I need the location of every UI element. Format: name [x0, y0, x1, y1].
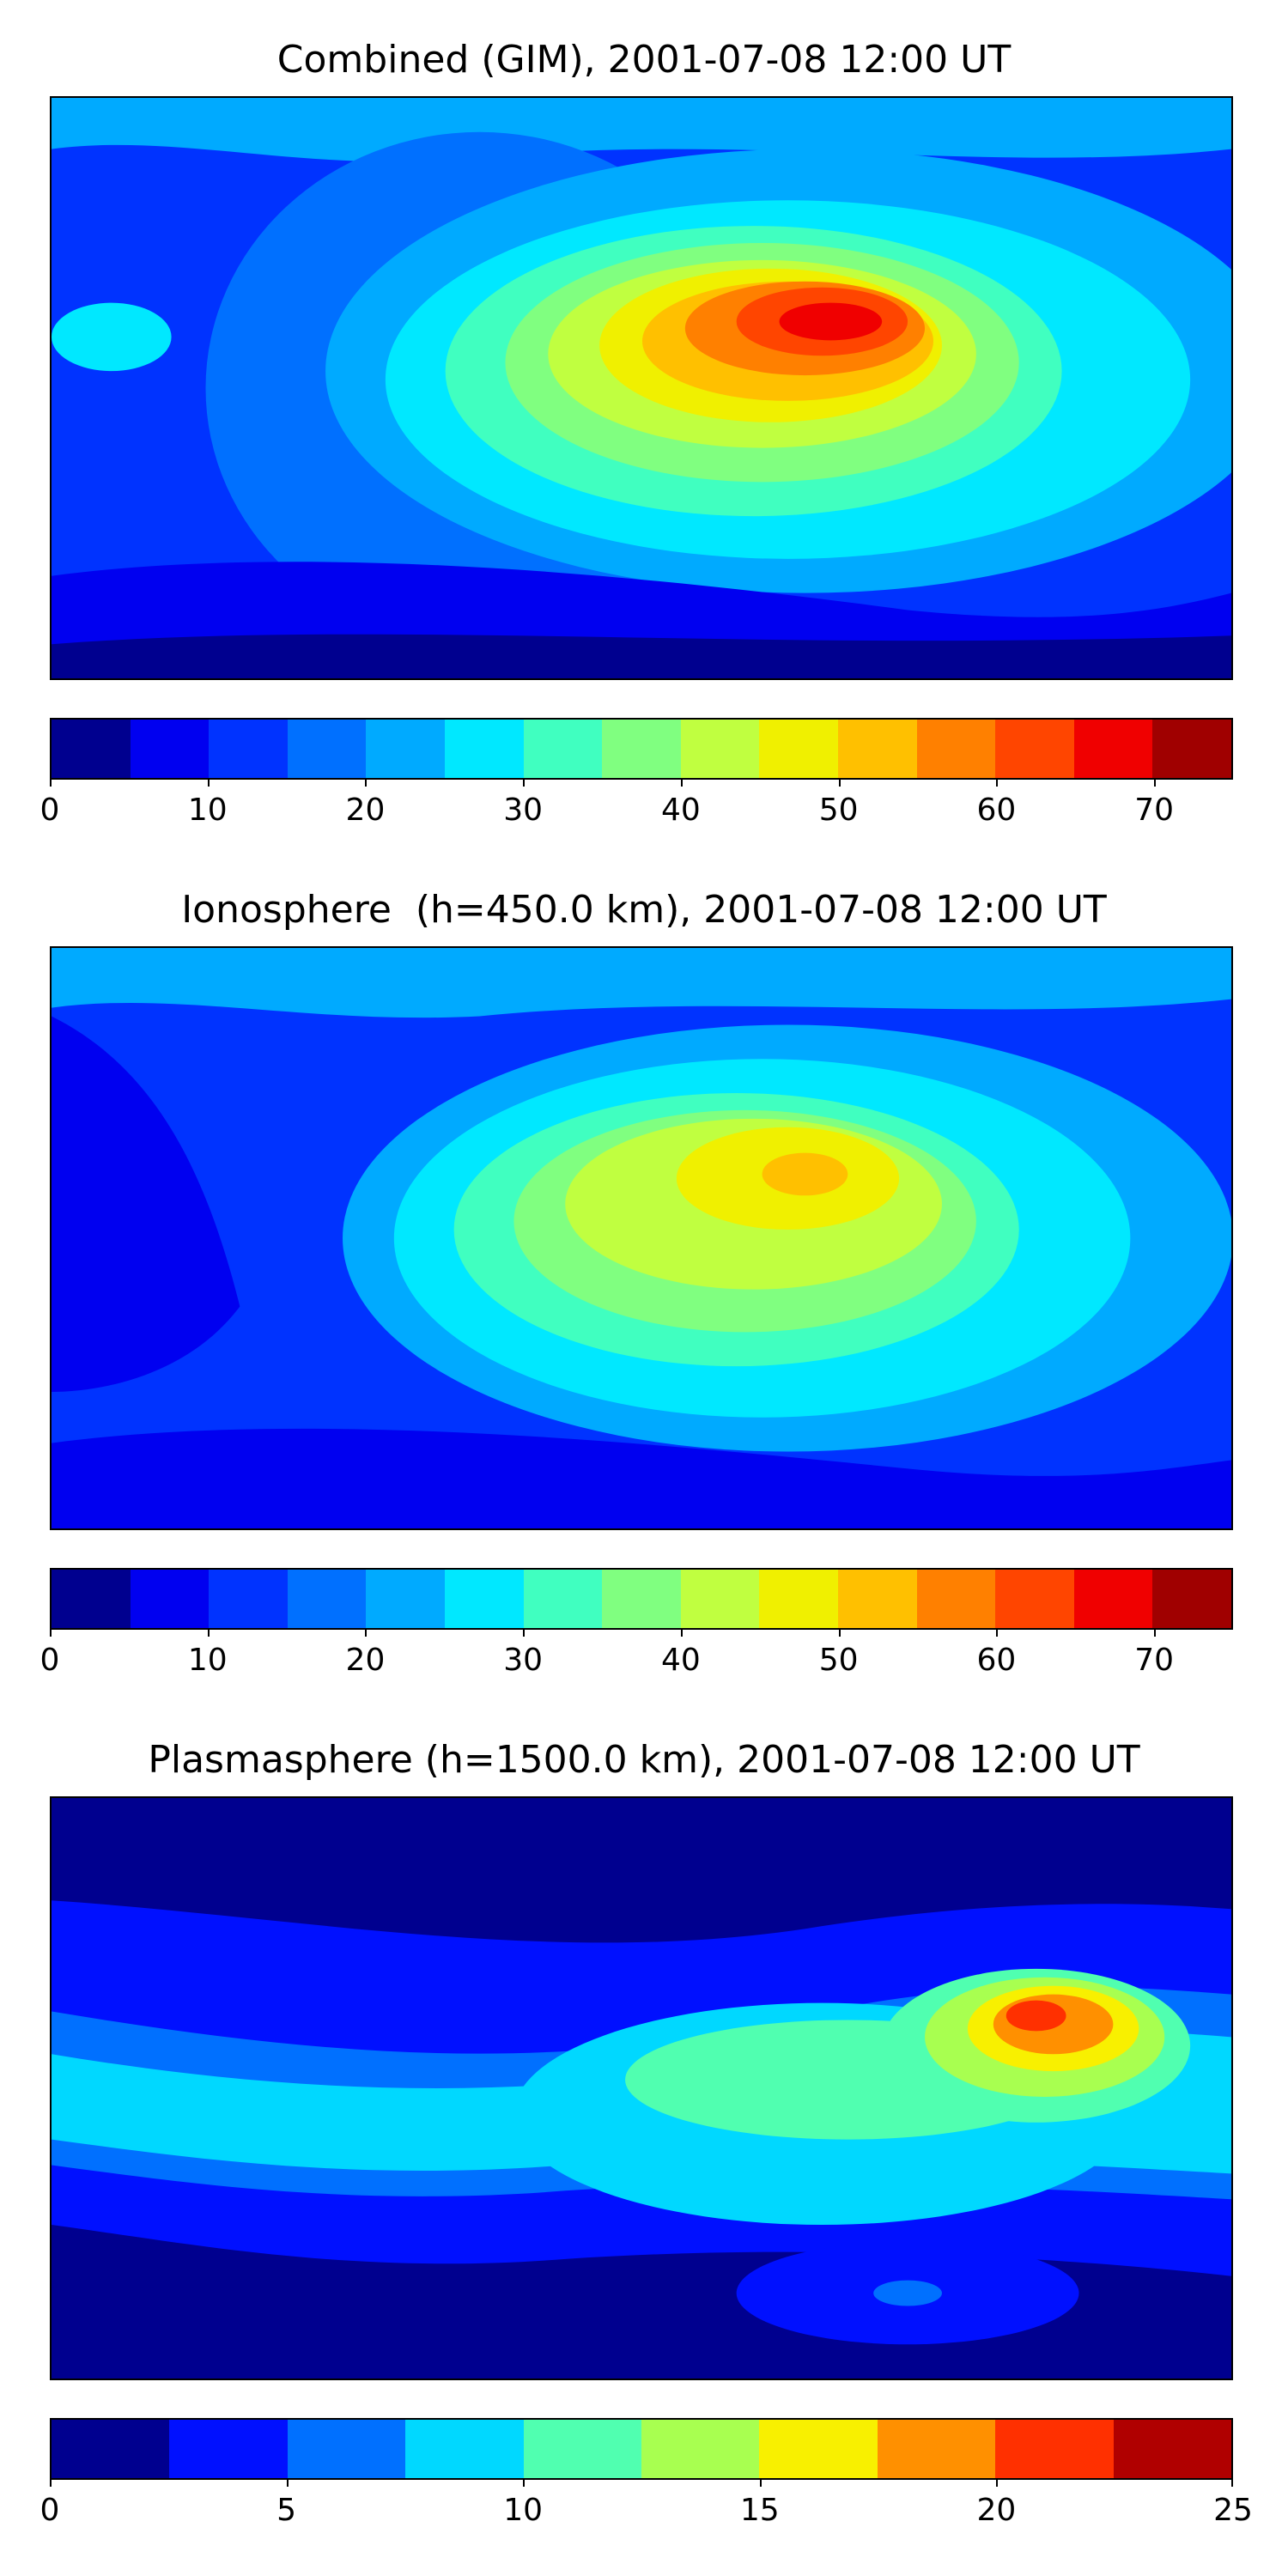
colorbar-segment: [995, 720, 1074, 778]
panel-title-combined: Combined (GIM), 2001-07-08 12:00 UT: [276, 38, 1012, 82]
colorbar-tick: [50, 778, 52, 787]
colorbar-segment: [877, 2420, 996, 2478]
colorbar-segment: [366, 1570, 445, 1628]
colorbar-tick: [50, 2478, 52, 2487]
colorbar-ticks-combined: 0 10 20 30 40 50 60 70: [40, 778, 1233, 829]
tec-map-plasmasphere: [50, 1796, 1233, 2380]
colorbar-tick: [759, 2478, 762, 2487]
colorbar-segment: [837, 720, 917, 778]
colorbar-tick-label: 50: [818, 793, 859, 828]
colorbar-tick-label: 10: [187, 1643, 228, 1678]
colorbar-tick: [523, 2478, 526, 2487]
colorbar-segment: [52, 2420, 170, 2478]
colorbar-segment: [916, 720, 996, 778]
colorbar-segment: [523, 1570, 603, 1628]
colorbar-tick-label: 30: [503, 793, 544, 828]
tec-map-combined: [50, 96, 1233, 680]
colorbar-tick-label: 15: [739, 2493, 780, 2528]
colorbar-segment: [995, 2420, 1114, 2478]
colorbar-tick: [680, 778, 683, 787]
colorbar-tick-label: 70: [1134, 1643, 1175, 1678]
colorbar-tick-label: 20: [976, 2493, 1017, 2528]
colorbar-tick-label: 25: [1213, 2493, 1253, 2528]
colorbar-tick-label: 60: [976, 1643, 1017, 1678]
colorbar-segment: [680, 1570, 760, 1628]
colorbar-tick: [838, 1628, 841, 1637]
colorbar-tick-label: 20: [345, 793, 386, 828]
colorbar-segment: [602, 720, 681, 778]
colorbar-tick-label: 10: [503, 2493, 544, 2528]
colorbar-segment: [287, 2420, 406, 2478]
colorbar-segment: [405, 2420, 524, 2478]
colorbar-segment: [995, 1570, 1074, 1628]
colorbar-segment: [169, 2420, 288, 2478]
panel-title-plasmasphere: Plasmasphere (h=1500.0 km), 2001-07-08 1…: [148, 1738, 1140, 1782]
colorbar-tick: [996, 2478, 999, 2487]
colorbar-segment: [209, 1570, 288, 1628]
colorbar-ticks-plasmasphere: 0 5 10 15 20 25: [40, 2478, 1253, 2530]
colorbar-segment: [130, 720, 210, 778]
colorbar-segment: [130, 1570, 210, 1628]
colorbar-tick: [1231, 2478, 1233, 2487]
colorbar-tick: [523, 1628, 526, 1637]
colorbar-segment: [523, 2420, 642, 2478]
colorbar-segment: [1073, 1570, 1153, 1628]
colorbar-tick-label: 20: [345, 1643, 386, 1678]
colorbar-segment: [759, 720, 838, 778]
colorbar-tick: [365, 778, 368, 787]
colorbar-ionosphere: [50, 1568, 1233, 1630]
panel-title-ionosphere: Ionosphere (h=450.0 km), 2001-07-08 12:0…: [181, 888, 1107, 932]
tec-map-ionosphere: [50, 946, 1233, 1530]
colorbar-segment: [287, 1570, 367, 1628]
colorbar-segment: [916, 1570, 996, 1628]
colorbar-tick: [1154, 778, 1157, 787]
colorbar-segment: [602, 1570, 681, 1628]
colorbar-tick: [838, 778, 841, 787]
colorbar-segment: [1073, 720, 1153, 778]
colorbar-combined: [50, 718, 1233, 780]
colorbar-tick-label: 50: [818, 1643, 859, 1678]
colorbar-segment: [444, 1570, 524, 1628]
colorbar-segment: [52, 720, 131, 778]
colorbar-segment: [759, 2420, 878, 2478]
colorbar-tick-label: 60: [976, 793, 1017, 828]
colorbar-tick: [50, 1628, 52, 1637]
colorbar-segment: [287, 720, 367, 778]
colorbar-tick: [680, 1628, 683, 1637]
colorbar-segment: [680, 720, 760, 778]
colorbar-tick-label: 30: [503, 1643, 544, 1678]
colorbar-tick-label: 40: [661, 1643, 701, 1678]
colorbar-tick: [1154, 1628, 1157, 1637]
colorbar-segment: [444, 720, 524, 778]
colorbar-tick-label: 0: [39, 1643, 60, 1678]
colorbar-segment: [641, 2420, 760, 2478]
colorbar-tick-label: 10: [187, 793, 228, 828]
colorbar-segment: [1152, 1570, 1231, 1628]
colorbar-tick: [523, 778, 526, 787]
colorbar-segment: [523, 720, 603, 778]
colorbar-tick: [207, 1628, 210, 1637]
colorbar-segment: [1152, 720, 1231, 778]
colorbar-tick-label: 70: [1134, 793, 1175, 828]
colorbar-segment: [759, 1570, 838, 1628]
colorbar-ticks-ionosphere: 0 10 20 30 40 50 60 70: [40, 1628, 1233, 1680]
colorbar-tick: [286, 2478, 289, 2487]
colorbar-segment: [1113, 2420, 1232, 2478]
colorbar-tick: [996, 1628, 999, 1637]
colorbar-segment: [52, 1570, 131, 1628]
colorbar-segment: [209, 720, 288, 778]
colorbar-segment: [837, 1570, 917, 1628]
colorbar-tick-label: 0: [39, 793, 60, 828]
colorbar-tick: [207, 778, 210, 787]
colorbar-tick: [365, 1628, 368, 1637]
colorbar-segment: [366, 720, 445, 778]
colorbar-tick-label: 0: [39, 2493, 60, 2528]
colorbar-tick-label: 5: [276, 2493, 297, 2528]
colorbar-plasmasphere: [50, 2418, 1233, 2480]
colorbar-tick-label: 40: [661, 793, 701, 828]
colorbar-tick: [996, 778, 999, 787]
